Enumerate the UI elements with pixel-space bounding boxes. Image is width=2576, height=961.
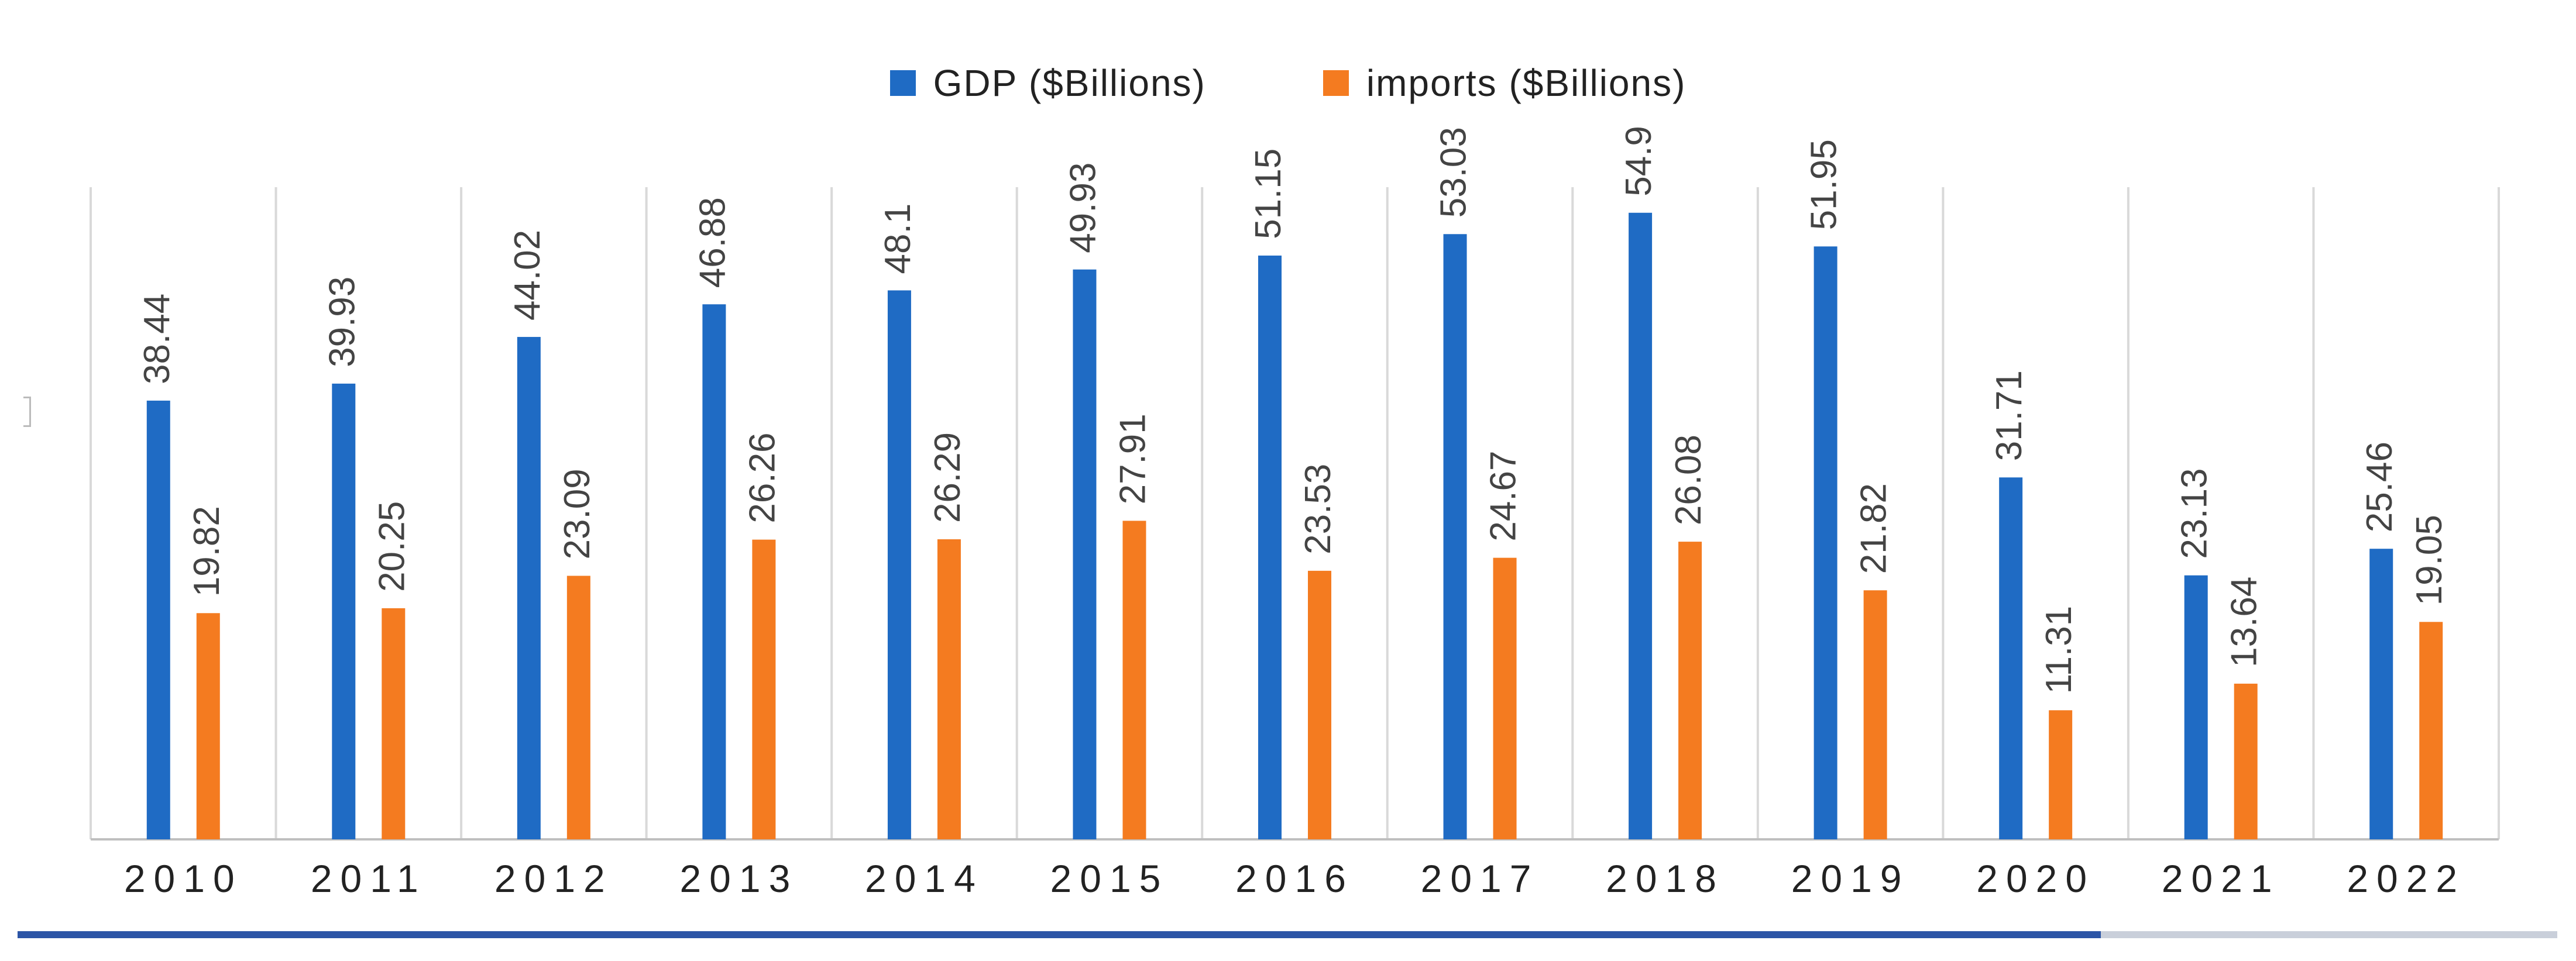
x-tick-label: 2014 [865, 857, 984, 900]
bar-imports [1122, 521, 1146, 839]
bar-imports [2049, 710, 2073, 839]
x-tick-label: 2010 [124, 857, 243, 900]
data-label-imports: 26.08 [1668, 435, 1709, 525]
bottom-rule [18, 931, 2101, 938]
x-tick-label: 2018 [1606, 857, 1725, 900]
bar-imports [752, 539, 776, 839]
x-tick-label: 2019 [1791, 857, 1910, 900]
bar-gdp [887, 290, 911, 840]
data-label-gdp: 53.03 [1434, 127, 1474, 218]
data-label-imports: 26.26 [742, 432, 782, 523]
bar-imports [196, 613, 220, 839]
data-label-imports: 24.67 [1483, 450, 1524, 541]
legend: GDP ($Billions) imports ($Billions) [0, 61, 2576, 105]
x-tick-label: 2021 [2162, 857, 2280, 900]
data-label-gdp: 48.1 [878, 204, 918, 274]
legend-item-imports: imports ($Billions) [1323, 61, 1687, 105]
data-label-imports: 23.53 [1298, 464, 1338, 554]
left-edge-marker [23, 397, 31, 427]
x-tick-label: 2013 [679, 857, 798, 900]
data-label-imports: 19.05 [2409, 515, 2450, 605]
bar-gdp [146, 400, 170, 839]
x-tick-label: 2016 [1235, 857, 1354, 900]
bar-imports [382, 608, 406, 839]
data-label-gdp: 25.46 [2359, 442, 2400, 532]
data-label-gdp: 46.88 [692, 197, 733, 288]
bar-imports [1493, 557, 1517, 839]
data-label-gdp: 38.44 [137, 294, 177, 384]
legend-item-gdp: GDP ($Billions) [889, 61, 1206, 105]
data-label-imports: 23.09 [557, 469, 597, 559]
bar-gdp [1443, 234, 1467, 839]
data-label-imports: 26.29 [928, 432, 968, 523]
legend-swatch-gdp [889, 70, 916, 96]
bar-gdp [1258, 255, 1282, 839]
bar-imports [1308, 570, 1331, 839]
bar-gdp [517, 337, 541, 839]
x-tick-label: 2020 [1976, 857, 2095, 900]
bar-imports [566, 576, 590, 839]
data-label-gdp: 23.13 [2175, 469, 2215, 559]
bar-gdp [702, 304, 726, 839]
data-label-imports: 21.82 [1854, 483, 1894, 574]
bar-imports [2419, 622, 2443, 839]
data-label-imports: 19.82 [187, 506, 227, 597]
data-label-gdp: 39.93 [322, 277, 362, 367]
data-label-gdp: 51.15 [1248, 149, 1289, 239]
data-label-gdp: 51.95 [1804, 139, 1845, 230]
bar-imports [1863, 590, 1887, 839]
x-tick-label: 2017 [1421, 857, 1540, 900]
bar-gdp [1813, 246, 1837, 839]
bar-gdp [1999, 477, 2023, 839]
data-label-imports: 20.25 [372, 501, 412, 592]
data-label-imports: 27.91 [1112, 414, 1153, 504]
legend-swatch-imports [1323, 70, 1349, 96]
data-label-gdp: 44.02 [507, 230, 548, 321]
bottom-rule-secondary [2101, 931, 2557, 938]
bar-imports [937, 539, 961, 839]
legend-label-gdp: GDP ($Billions) [933, 62, 1206, 104]
data-label-gdp: 54.9 [1619, 126, 1659, 197]
legend-label-imports: imports ($Billions) [1366, 62, 1687, 104]
bar-imports [2234, 683, 2258, 839]
x-tick-label: 2012 [494, 857, 613, 900]
x-tick-label: 2022 [2347, 857, 2465, 900]
data-label-gdp: 49.93 [1063, 163, 1103, 253]
bar-gdp [1073, 269, 1097, 840]
bar-gdp [2369, 549, 2393, 839]
x-tick-label: 2011 [311, 857, 427, 900]
data-label-imports: 13.64 [2224, 577, 2265, 667]
data-label-gdp: 31.71 [1989, 370, 2029, 461]
bar-gdp [1629, 212, 1653, 839]
x-tick-label: 2015 [1050, 857, 1169, 900]
bar-imports [1678, 542, 1702, 839]
data-label-imports: 11.31 [2039, 606, 2079, 694]
bar-gdp [2184, 575, 2208, 839]
bar-gdp [332, 383, 356, 839]
